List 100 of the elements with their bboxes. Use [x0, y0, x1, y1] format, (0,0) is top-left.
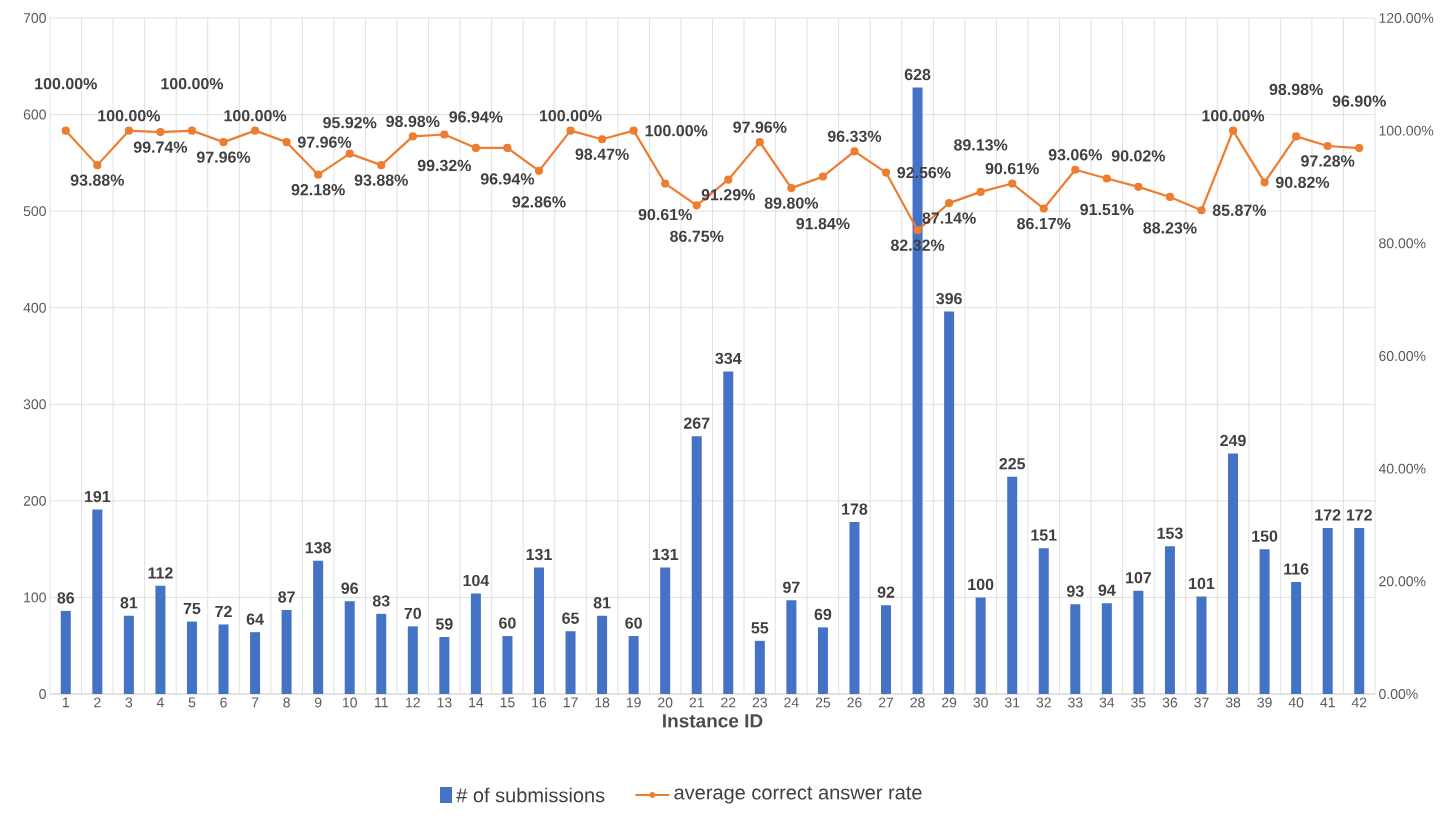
- point: [124, 126, 133, 135]
- data-label: 96: [341, 582, 359, 594]
- data-label: 91.84%: [796, 217, 850, 230]
- x-tick-label: 22: [721, 697, 736, 708]
- data-label: 60: [499, 617, 516, 629]
- data-label: 97: [783, 581, 800, 593]
- legend-label: # of submissions: [456, 787, 605, 803]
- bar: [470, 593, 481, 694]
- point: [1323, 141, 1332, 151]
- point: [61, 126, 70, 135]
- bar: [1322, 527, 1333, 694]
- data-label: 94: [1098, 584, 1116, 596]
- bar: [376, 613, 387, 694]
- y2-tick-label: 120.00%: [1379, 13, 1434, 23]
- y-tick-label: 600: [23, 109, 46, 120]
- data-label: 172: [1315, 509, 1341, 521]
- bar: [502, 636, 513, 694]
- bar: [155, 585, 166, 694]
- data-label: 112: [148, 567, 173, 579]
- data-label: 91.51%: [1080, 203, 1134, 216]
- data-label: 69: [814, 608, 832, 621]
- y2-tick-label: 0.00%: [1379, 689, 1418, 699]
- point: [661, 179, 670, 188]
- data-label: 98.98%: [386, 115, 440, 128]
- data-label: 396: [936, 292, 962, 305]
- point: [93, 161, 102, 170]
- y-tick-label: 300: [23, 399, 46, 410]
- data-label: 100.00%: [1202, 109, 1265, 122]
- data-label: 100.00%: [645, 125, 708, 137]
- point: [345, 149, 354, 158]
- y-tick-label: 500: [23, 206, 46, 217]
- x-tick-label: 40: [1288, 697, 1304, 708]
- bar: [597, 615, 608, 694]
- point: [250, 126, 260, 135]
- point: [408, 132, 417, 141]
- x-tick-label: 16: [532, 697, 547, 708]
- data-label: 172: [1346, 509, 1372, 521]
- data-label: 100.00%: [98, 109, 161, 122]
- x-tick-label: 32: [1036, 697, 1051, 708]
- data-label: 86: [57, 592, 75, 604]
- x-tick-label: 19: [626, 697, 641, 708]
- data-label: 90.61%: [638, 208, 692, 221]
- data-label: 628: [904, 68, 931, 81]
- bar: [628, 636, 639, 694]
- data-label: 225: [999, 458, 1026, 470]
- data-label: 97.96%: [297, 136, 352, 148]
- point: [818, 172, 828, 181]
- data-label: 100.00%: [35, 78, 97, 90]
- point: [1197, 206, 1206, 215]
- data-label: 96.33%: [827, 130, 882, 142]
- data-label: 86.75%: [670, 230, 724, 242]
- data-label: 90.82%: [1275, 176, 1330, 189]
- x-tick-label: 38: [1225, 697, 1241, 708]
- legend-label: average correct answer rate: [674, 786, 922, 804]
- data-label: 107: [1126, 572, 1152, 584]
- data-label: 81: [593, 597, 611, 609]
- x-tick-label: 13: [437, 697, 452, 708]
- x-tick-label: 42: [1351, 697, 1367, 708]
- x-tick-label: 7: [251, 697, 259, 708]
- data-label: 99.74%: [133, 141, 188, 153]
- bar: [723, 371, 734, 694]
- x-tick-label: 30: [973, 697, 988, 708]
- data-label: 59: [435, 618, 453, 630]
- bar: [533, 567, 544, 694]
- point: [692, 201, 701, 210]
- point: [850, 147, 859, 156]
- y2-tick-label: 60.00%: [1379, 351, 1426, 361]
- data-label: 191: [84, 490, 111, 503]
- bar: [1133, 590, 1144, 694]
- data-label: 151: [1031, 529, 1057, 541]
- y-tick-label: 200: [23, 495, 46, 506]
- point: [597, 135, 607, 144]
- data-label: 178: [842, 503, 868, 515]
- point: [755, 138, 764, 147]
- point: [314, 170, 323, 179]
- point: [566, 126, 575, 135]
- bar: [691, 436, 702, 694]
- x-tick-label: 34: [1099, 697, 1115, 708]
- point: [1008, 179, 1017, 188]
- bar: [92, 509, 103, 694]
- point: [1228, 126, 1238, 135]
- x-tick-label: 1: [62, 697, 69, 708]
- x-tick-label: 12: [406, 697, 420, 708]
- data-label: 93: [1066, 585, 1084, 597]
- bar: [344, 601, 355, 694]
- data-label: 92.86%: [512, 196, 566, 208]
- data-label: 90.61%: [985, 162, 1039, 175]
- x-tick-label: 10: [342, 697, 357, 708]
- bar: [1101, 603, 1112, 694]
- x-tick-label: 28: [910, 697, 925, 708]
- data-label: 83: [372, 595, 390, 607]
- data-label: 95.92%: [323, 116, 377, 129]
- data-label: 99.32%: [417, 159, 472, 172]
- data-label: 87: [278, 591, 295, 603]
- y-tick-label: 100: [24, 592, 46, 603]
- point: [881, 168, 891, 177]
- data-label: 93.06%: [1048, 149, 1102, 161]
- data-label: 96.94%: [449, 111, 503, 123]
- point: [945, 199, 954, 208]
- data-label: 97.28%: [1301, 155, 1355, 167]
